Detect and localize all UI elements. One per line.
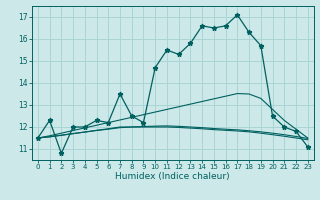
X-axis label: Humidex (Indice chaleur): Humidex (Indice chaleur) [116, 172, 230, 181]
